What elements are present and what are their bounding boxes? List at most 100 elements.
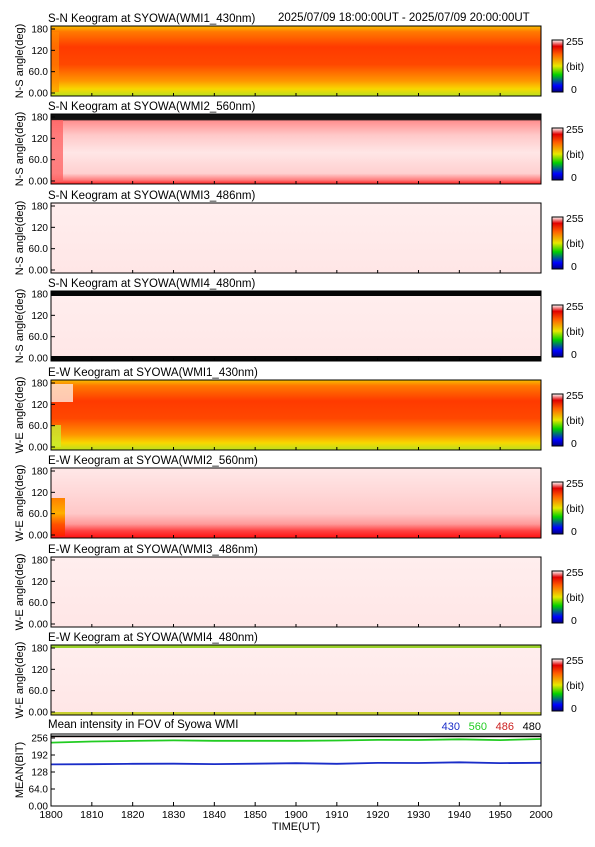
y-tick-label: 192	[31, 751, 48, 762]
colorbar-max-label: 255	[566, 478, 584, 490]
mean-plot-bg	[51, 734, 541, 806]
y-tick-label: 180	[31, 644, 48, 655]
keogram-panel-3: S-N Keogram at SYOWA(WMI3_486nm)180 120 60…	[14, 190, 584, 277]
colorbar-unit-label: (bit)	[566, 592, 584, 604]
panel-title: S-N Keogram at SYOWA(WMI3_486nm)	[48, 190, 255, 202]
keogram-image	[51, 557, 541, 627]
keogram-fill	[51, 380, 541, 450]
y-tick-label: 120	[31, 134, 48, 145]
mean-intensity-panel: Mean intensity in FOV of Syowa WMI 480 486…	[14, 719, 553, 833]
keogram-fill	[51, 468, 541, 538]
colorbar-max-label: 255	[566, 390, 584, 402]
panel-title: S-N Keogram at SYOWA(WMI4_480nm)	[48, 278, 255, 290]
panel-title: E-W Keogram at SYOWA(WMI3_486nm)	[48, 544, 258, 556]
x-tick-label: 1940	[448, 809, 472, 821]
y-tick-label: 0.00	[29, 266, 49, 277]
y-tick-label: 180	[31, 556, 48, 567]
x-tick-label: 1820	[121, 809, 145, 821]
colorbar-unit-label: (bit)	[566, 415, 584, 427]
keogram-panel-2: S-N Keogram at SYOWA(WMI2_560nm)180 120 60…	[14, 101, 584, 188]
colorbar-unit-label: (bit)	[566, 149, 584, 161]
legend-item-486: 486	[496, 721, 514, 733]
colorbar-scale	[551, 127, 564, 181]
panel-title: S-N Keogram at SYOWA(WMI1_430nm)	[48, 13, 255, 25]
colorbar-min-label: 0	[571, 261, 577, 273]
colorbar: 255 (bit) 0	[551, 655, 584, 715]
y-tick-label: 0.00	[29, 354, 49, 365]
keogram-panel-8: E-W Keogram at SYOWA(WMI4_480nm)180 120 60…	[14, 632, 584, 719]
panel-title: E-W Keogram at SYOWA(WMI4_480nm)	[48, 632, 258, 644]
legend: 480 486 560 430	[442, 721, 541, 733]
y-axis-label: W-E angle(deg)	[14, 377, 26, 454]
y-tick-label: 60.0	[29, 509, 49, 520]
panel-title: E-W Keogram at SYOWA(WMI2_560nm)	[48, 455, 258, 467]
y-tick-label: 180	[31, 467, 48, 478]
colorbar-min-label: 0	[571, 349, 577, 361]
y-tick-label: 0.00	[29, 443, 49, 454]
y-tick-label: 180	[31, 290, 48, 301]
colorbar: 255 (bit) 0	[551, 301, 584, 361]
y-tick-label: 0.00	[29, 531, 49, 542]
y-tick-label: 128	[31, 768, 48, 779]
y-axis-label: W-E angle(deg)	[14, 554, 26, 631]
series-line-430	[50, 761, 542, 766]
x-tick-label: 2000	[529, 809, 553, 821]
y-tick-label: 0.00	[29, 89, 49, 100]
colorbar-max-label: 255	[566, 655, 584, 667]
y-axis-label: N-S angle(deg)	[14, 201, 26, 276]
keogram-panel-6: E-W Keogram at SYOWA(WMI2_560nm)180 120 60…	[14, 455, 584, 542]
y-tick-label: 120	[31, 311, 48, 322]
time-range-label: 2025/07/09 18:00:00UT - 2025/07/09 20:00…	[278, 12, 530, 24]
keogram-image	[51, 203, 541, 273]
x-tick-label: 1900	[284, 809, 308, 821]
y-tick-label: 60.0	[29, 332, 49, 343]
y-tick-label: 0.00	[29, 708, 49, 719]
x-tick-label: 1830	[162, 809, 186, 821]
colorbar-max-label: 255	[566, 301, 584, 313]
colorbar: 255 (bit) 0	[551, 478, 584, 538]
keogram-image	[51, 26, 541, 96]
colorbar-unit-label: (bit)	[566, 326, 584, 338]
y-tick-label: 180	[31, 25, 48, 36]
colorbar-min-label: 0	[571, 615, 577, 627]
left-orange-patch	[51, 32, 59, 92]
top-edge-band	[51, 291, 541, 296]
colorbar-min-label: 0	[571, 172, 577, 184]
colorbar-min-label: 0	[571, 526, 577, 538]
y-tick-label: 120	[31, 400, 48, 411]
x-tick-label: 1920	[366, 809, 390, 821]
keogram-panel-1: S-N Keogram at SYOWA(WMI1_430nm)180 120 60…	[14, 13, 584, 100]
colorbar: 255 (bit) 0	[551, 390, 584, 450]
colorbar: 255 (bit) 0	[551, 213, 584, 273]
x-tick-label: 1840	[203, 809, 227, 821]
x-tick-label: 1930	[407, 809, 431, 821]
colorbar-min-label: 0	[571, 703, 577, 715]
y-tick-label: 60.0	[29, 686, 49, 697]
y-axis-label: N-S angle(deg)	[14, 289, 26, 364]
y-tick-label: 120	[31, 46, 48, 57]
colorbar-scale	[551, 570, 564, 624]
x-tick-label: 1810	[80, 809, 104, 821]
colorbar-scale	[551, 304, 564, 358]
colorbar-max-label: 255	[566, 36, 584, 48]
keogram-fill	[51, 114, 541, 184]
colorbar-scale	[551, 393, 564, 447]
y-tick-label: 256	[31, 734, 48, 745]
y-tick-label: 0.00	[29, 802, 49, 813]
keogram-image	[51, 645, 541, 715]
y-tick-label: 120	[31, 223, 48, 234]
colorbar-max-label: 255	[566, 124, 584, 136]
colorbar-scale	[551, 658, 564, 712]
keogram-fill	[51, 645, 541, 715]
keogram-fill	[51, 557, 541, 627]
y-tick-label: 60.0	[29, 421, 49, 432]
legend-item-430: 430	[442, 721, 460, 733]
colorbar: 255 (bit) 0	[551, 567, 584, 627]
keogram-image	[51, 291, 541, 361]
mean-panel-title: Mean intensity in FOV of Syowa WMI	[48, 719, 238, 731]
keogram-panel-7: E-W Keogram at SYOWA(WMI3_486nm)180 120 60…	[14, 544, 584, 631]
left-green-patch	[51, 425, 61, 447]
x-tick-label: 1850	[243, 809, 267, 821]
